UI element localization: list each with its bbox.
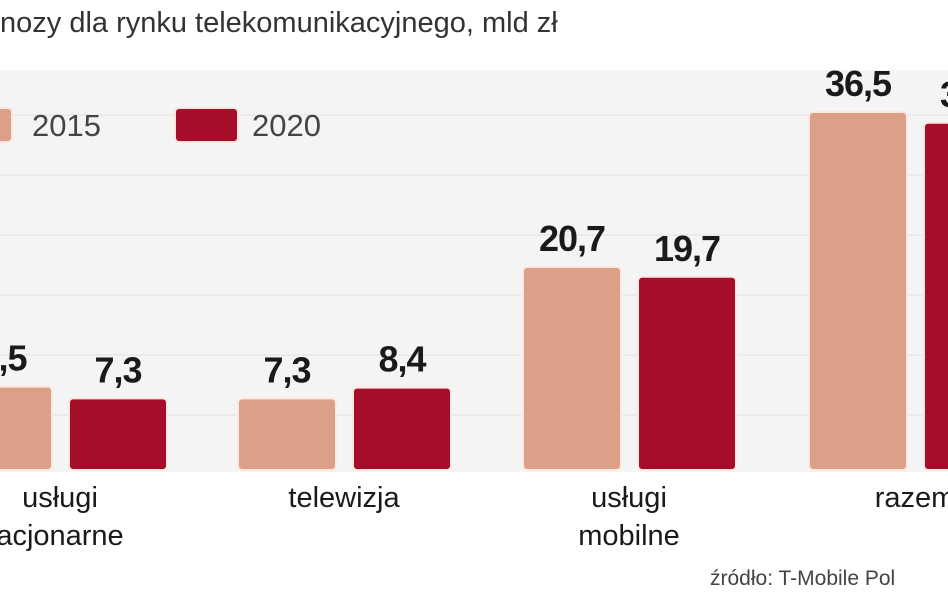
value-label: 7,3 bbox=[94, 349, 141, 390]
category-label: acjonarne bbox=[0, 520, 124, 552]
bar-2015 bbox=[808, 111, 908, 471]
legend-label-2015: 2015 bbox=[32, 108, 101, 143]
bar-2015 bbox=[522, 265, 622, 471]
value-label: 35,4 bbox=[940, 74, 948, 115]
category-label: razem bbox=[875, 482, 948, 514]
value-label: 7,3 bbox=[263, 349, 310, 390]
value-label: 19,7 bbox=[654, 228, 720, 269]
bar-2020 bbox=[68, 397, 168, 471]
bar-2020 bbox=[352, 386, 452, 471]
category-label: usługi bbox=[22, 482, 98, 514]
value-label: 8,5 bbox=[0, 338, 28, 379]
source-note: źródło: T-Mobile Pol bbox=[710, 567, 895, 590]
value-label: 20,7 bbox=[539, 218, 605, 259]
bar-2015 bbox=[237, 397, 337, 471]
category-label: usługi bbox=[591, 482, 667, 514]
value-label: 36,5 bbox=[825, 63, 892, 104]
legend-swatch-2015 bbox=[0, 107, 13, 143]
bar-2020 bbox=[923, 121, 948, 471]
legend-label-2020: 2020 bbox=[252, 108, 321, 143]
value-label: 8,4 bbox=[378, 339, 426, 380]
legend: 2015 2020 bbox=[0, 107, 321, 143]
bar-2020 bbox=[637, 275, 737, 471]
category-label: telewizja bbox=[288, 482, 400, 514]
category-label: mobilne bbox=[578, 520, 680, 552]
bar-2015 bbox=[0, 385, 53, 471]
chart-title: nozy dla rynku telekomunikacyjnego, mld … bbox=[0, 7, 558, 39]
legend-swatch-2020 bbox=[174, 107, 239, 143]
